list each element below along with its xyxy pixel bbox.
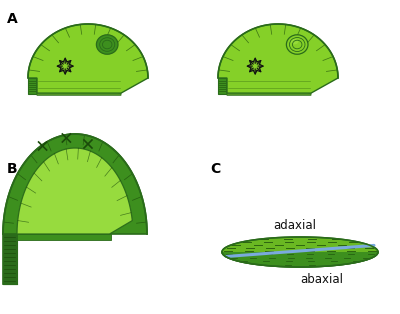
Polygon shape: [222, 252, 378, 267]
Ellipse shape: [286, 35, 308, 54]
Polygon shape: [17, 148, 132, 234]
Polygon shape: [227, 78, 311, 95]
Polygon shape: [17, 234, 111, 240]
Text: A: A: [7, 12, 18, 26]
Polygon shape: [222, 237, 378, 267]
Polygon shape: [3, 234, 17, 284]
Polygon shape: [28, 24, 148, 93]
Text: C: C: [210, 162, 220, 176]
Ellipse shape: [96, 35, 118, 54]
Polygon shape: [218, 24, 338, 93]
Polygon shape: [37, 78, 121, 95]
Ellipse shape: [291, 39, 298, 44]
Text: B: B: [7, 162, 18, 176]
Polygon shape: [218, 78, 227, 94]
Text: adaxial: adaxial: [274, 219, 316, 232]
Polygon shape: [3, 134, 147, 234]
Polygon shape: [28, 78, 37, 94]
Text: abaxial: abaxial: [300, 273, 344, 286]
